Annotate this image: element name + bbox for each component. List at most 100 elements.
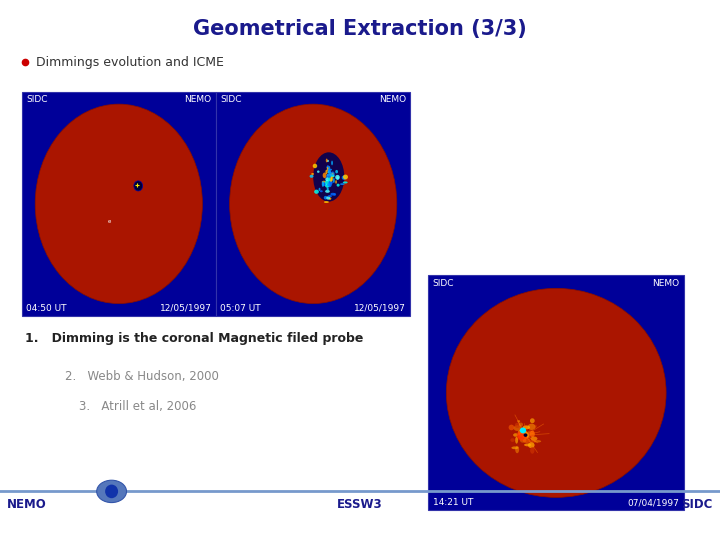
- Ellipse shape: [519, 423, 523, 427]
- Ellipse shape: [336, 184, 340, 187]
- Ellipse shape: [322, 181, 324, 187]
- Ellipse shape: [333, 178, 335, 183]
- Ellipse shape: [513, 433, 518, 437]
- Ellipse shape: [327, 184, 331, 187]
- Ellipse shape: [530, 418, 535, 423]
- Ellipse shape: [518, 432, 526, 436]
- Ellipse shape: [326, 173, 331, 178]
- Text: 04:50 UT: 04:50 UT: [26, 303, 66, 313]
- Ellipse shape: [317, 171, 320, 173]
- Text: SIDC: SIDC: [433, 279, 454, 288]
- Bar: [22, 92, 216, 316]
- Ellipse shape: [312, 164, 318, 168]
- Ellipse shape: [522, 431, 529, 439]
- Ellipse shape: [343, 174, 348, 179]
- Text: Geometrical Extraction (3/3): Geometrical Extraction (3/3): [193, 19, 527, 39]
- Bar: [216, 92, 410, 316]
- Ellipse shape: [510, 438, 515, 442]
- Ellipse shape: [516, 446, 519, 453]
- Ellipse shape: [328, 168, 330, 173]
- Ellipse shape: [318, 188, 320, 191]
- Ellipse shape: [522, 428, 525, 430]
- Text: 12/05/1997: 12/05/1997: [160, 303, 212, 313]
- Ellipse shape: [523, 433, 528, 438]
- Ellipse shape: [328, 178, 330, 181]
- Ellipse shape: [530, 431, 535, 437]
- Ellipse shape: [526, 433, 531, 440]
- Text: 12/05/1997: 12/05/1997: [354, 303, 406, 313]
- Ellipse shape: [336, 170, 338, 173]
- Ellipse shape: [328, 179, 332, 181]
- Ellipse shape: [330, 177, 333, 182]
- Ellipse shape: [534, 424, 537, 428]
- Ellipse shape: [331, 160, 333, 165]
- Ellipse shape: [511, 447, 518, 449]
- Ellipse shape: [516, 436, 523, 440]
- Ellipse shape: [517, 431, 525, 439]
- Text: 07/04/1997: 07/04/1997: [628, 498, 680, 507]
- Ellipse shape: [523, 438, 531, 443]
- Text: 3.   Atrill et al, 2006: 3. Atrill et al, 2006: [79, 400, 197, 413]
- Ellipse shape: [328, 168, 331, 174]
- Ellipse shape: [523, 434, 528, 437]
- Ellipse shape: [314, 190, 319, 194]
- Ellipse shape: [336, 175, 340, 180]
- Ellipse shape: [325, 170, 328, 174]
- Text: ESSW3: ESSW3: [337, 498, 383, 511]
- Ellipse shape: [520, 428, 526, 434]
- Ellipse shape: [328, 171, 331, 174]
- Ellipse shape: [327, 160, 329, 162]
- Ellipse shape: [518, 434, 527, 441]
- Ellipse shape: [327, 183, 330, 186]
- Ellipse shape: [528, 424, 536, 430]
- Text: SIDC: SIDC: [26, 95, 48, 104]
- Ellipse shape: [518, 420, 520, 422]
- Ellipse shape: [330, 193, 336, 195]
- Text: SIDC: SIDC: [681, 498, 713, 511]
- Ellipse shape: [35, 104, 202, 303]
- Ellipse shape: [521, 433, 529, 438]
- Ellipse shape: [328, 197, 331, 200]
- Text: NEMO: NEMO: [7, 498, 47, 511]
- Ellipse shape: [327, 167, 328, 171]
- Ellipse shape: [329, 173, 334, 176]
- Ellipse shape: [523, 431, 527, 439]
- Ellipse shape: [325, 177, 329, 181]
- Ellipse shape: [530, 440, 536, 443]
- Ellipse shape: [328, 180, 333, 184]
- Ellipse shape: [105, 484, 118, 498]
- Ellipse shape: [521, 433, 530, 438]
- Ellipse shape: [325, 159, 328, 163]
- Ellipse shape: [336, 176, 339, 180]
- Ellipse shape: [513, 425, 521, 431]
- Text: 14:21 UT: 14:21 UT: [433, 498, 473, 507]
- Ellipse shape: [333, 193, 336, 196]
- Ellipse shape: [327, 187, 329, 191]
- Ellipse shape: [323, 173, 327, 178]
- Ellipse shape: [523, 433, 528, 438]
- Ellipse shape: [523, 431, 528, 438]
- Ellipse shape: [134, 181, 143, 191]
- Ellipse shape: [524, 443, 531, 447]
- Ellipse shape: [324, 201, 329, 203]
- Ellipse shape: [520, 438, 526, 443]
- Text: 1.   Dimming is the coronal Magnetic filed probe: 1. Dimming is the coronal Magnetic filed…: [25, 332, 364, 345]
- Ellipse shape: [311, 173, 314, 175]
- Ellipse shape: [528, 442, 534, 448]
- Text: NEMO: NEMO: [379, 95, 406, 104]
- Ellipse shape: [343, 181, 348, 184]
- Text: Dimmings evolution and ICME: Dimmings evolution and ICME: [36, 56, 224, 69]
- Ellipse shape: [328, 195, 332, 197]
- Ellipse shape: [329, 181, 332, 186]
- Ellipse shape: [320, 190, 323, 192]
- Ellipse shape: [531, 436, 537, 441]
- Ellipse shape: [327, 165, 329, 169]
- Ellipse shape: [326, 197, 330, 200]
- Ellipse shape: [330, 171, 335, 177]
- Ellipse shape: [508, 424, 514, 430]
- Text: 05:07 UT: 05:07 UT: [220, 303, 261, 313]
- Ellipse shape: [310, 175, 313, 178]
- Ellipse shape: [330, 173, 333, 177]
- Ellipse shape: [322, 183, 327, 186]
- Text: NEMO: NEMO: [184, 95, 212, 104]
